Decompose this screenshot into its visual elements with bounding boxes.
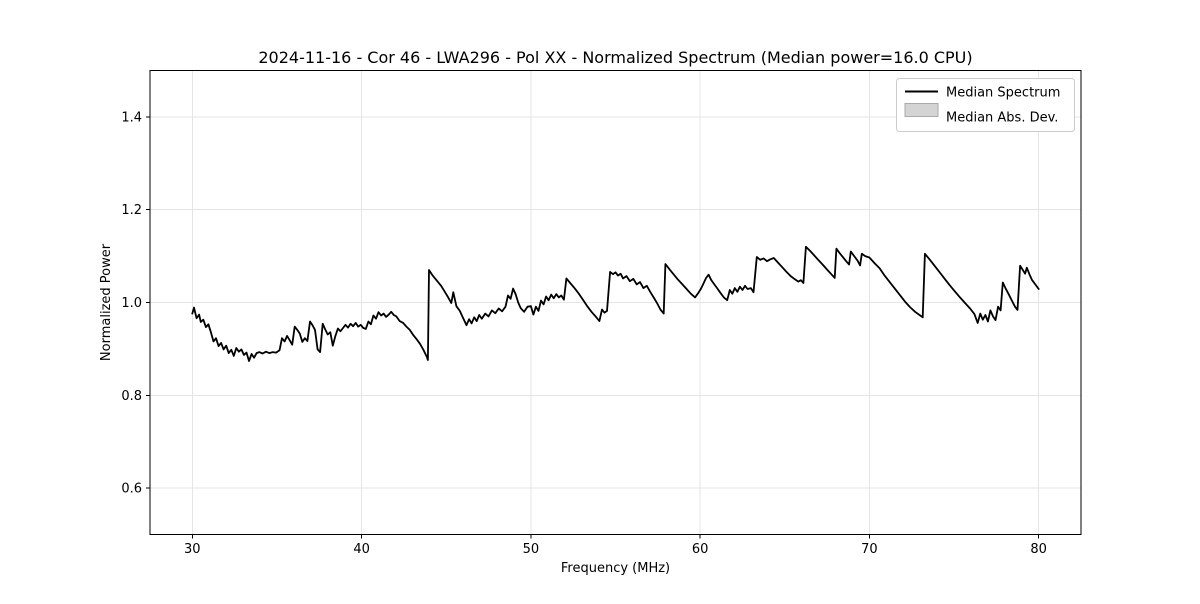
axis-ticks: [146, 116, 1040, 539]
y-tick-labels: 0.6 0.8 1.0 1.2 1.4: [121, 110, 142, 496]
legend: Median Spectrum Median Abs. Dev.: [896, 78, 1075, 132]
x-tick-label: 40: [353, 542, 370, 557]
legend-patch-sample: [904, 103, 939, 117]
legend-label-median-spectrum: Median Spectrum: [946, 86, 1060, 101]
y-tick-label: 0.8: [121, 389, 142, 404]
y-tick-label: 1.4: [121, 110, 142, 125]
y-tick-label: 1.2: [121, 203, 142, 218]
x-tick-label: 30: [184, 542, 201, 557]
x-tick-label: 80: [1030, 542, 1047, 557]
median-spectrum-line: [191, 245, 1040, 362]
x-tick-label: 50: [523, 542, 540, 557]
y-tick-label: 1.0: [121, 296, 142, 311]
y-axis-label: Normalized Power: [99, 243, 114, 361]
legend-box: [896, 78, 1075, 132]
x-axis-label: Frequency (MHz): [561, 561, 670, 576]
legend-label-median-abs-dev: Median Abs. Dev.: [946, 111, 1058, 126]
x-tick-label: 60: [692, 542, 709, 557]
x-tick-label: 70: [861, 542, 878, 557]
chart-title: 2024-11-16 - Cor 46 - LWA296 - Pol XX - …: [258, 48, 972, 67]
y-tick-label: 0.6: [121, 482, 142, 497]
x-tick-labels: 30 40 50 60 70 80: [184, 542, 1047, 557]
